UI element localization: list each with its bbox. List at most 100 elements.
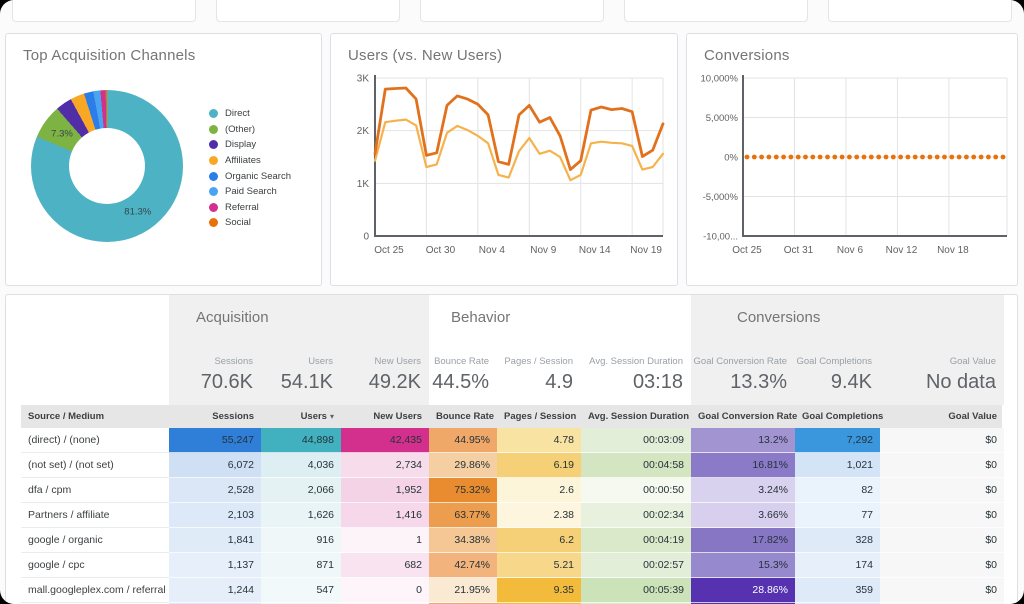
card-title: Top Acquisition Channels xyxy=(23,47,196,64)
legend-label: Social xyxy=(225,217,251,229)
metric-cell: 2.38 xyxy=(497,503,581,528)
summary-metric-label: Users xyxy=(308,356,333,367)
metric-cell: 9.35 xyxy=(497,578,581,603)
metric-cell: 7,292 xyxy=(795,428,880,453)
summary-metric: Avg. Session Duration 03:18 xyxy=(581,356,691,394)
donut-legend: Direct (Other) Display Affiliates Organic Se… xyxy=(209,106,291,231)
column-header-bounce-rate[interactable]: Bounce Rate xyxy=(436,411,495,422)
svg-text:Oct 31: Oct 31 xyxy=(784,245,814,256)
summary-values-grid: Sessions 70.6K Users 54.1K New Users 49.2K Bou… xyxy=(21,356,1004,394)
table-row[interactable]: mall.googleplex.com / referral 1,244 547 0 2… xyxy=(21,578,1004,603)
column-header-goal-completions[interactable]: Goal Completions xyxy=(802,411,884,422)
summary-metric-label: Bounce Rate xyxy=(434,356,489,367)
metric-cell: 16.81% xyxy=(691,453,795,478)
metric-cell: 34.38% xyxy=(429,528,497,553)
svg-text:5,000%: 5,000% xyxy=(706,113,739,124)
top-acquisition-channels-card: Top Acquisition Channels Direct (Other) Di… xyxy=(5,33,322,286)
legend-label: Referral xyxy=(225,201,259,213)
metric-cell: 1,416 xyxy=(341,503,429,528)
column-header-source-medium[interactable]: Source / Medium xyxy=(28,411,105,422)
legend-label: Paid Search xyxy=(225,186,277,198)
table-row[interactable]: dfa / cpm 2,528 2,066 1,952 75.32% 2.6 00:00:5… xyxy=(21,478,1004,503)
svg-text:Oct 30: Oct 30 xyxy=(426,245,456,256)
table-row[interactable]: Partners / affiliate 2,103 1,626 1,416 63.77… xyxy=(21,503,1004,528)
metric-cell: 2,734 xyxy=(341,453,429,478)
metric-cell: 42.74% xyxy=(429,553,497,578)
column-header-goal-conversion-rate[interactable]: Goal Conversion Rate xyxy=(698,411,798,422)
source-medium-cell: google / organic xyxy=(21,528,169,553)
metric-cell: 00:05:39 xyxy=(581,578,691,603)
summary-metric-label: Goal Value xyxy=(949,356,996,367)
metric-cell: $0 xyxy=(880,503,1004,528)
metric-cell: 17.82% xyxy=(691,528,795,553)
metric-cell: 1,137 xyxy=(169,553,261,578)
summary-metric-value: 70.6K xyxy=(200,371,253,393)
top-scorecards-row xyxy=(12,0,1012,22)
summary-metric-label: Goal Conversion Rate xyxy=(693,356,787,367)
legend-item: Organic Search xyxy=(209,168,291,184)
partial-scorecard xyxy=(828,0,1012,22)
summary-metric-value: 44.5% xyxy=(432,371,489,393)
donut-slice-value-label: 81.3% xyxy=(124,206,152,218)
summary-metric: Goal Conversion Rate 13.3% xyxy=(691,356,795,394)
svg-text:Nov 18: Nov 18 xyxy=(937,245,969,256)
donut-slice-value-label: 7.3% xyxy=(51,128,73,140)
metric-cell: $0 xyxy=(880,528,1004,553)
summary-metric-label: Pages / Session xyxy=(504,356,573,367)
svg-text:3K: 3K xyxy=(357,74,370,85)
summary-metric: Sessions 70.6K xyxy=(169,356,261,394)
conversions-line-chart[interactable]: 10,000% 5,000% 0% -5,000% -10,00... Oct 25 Oct… xyxy=(691,72,1015,284)
summary-metric: Pages / Session 4.9 xyxy=(497,356,581,394)
metric-cell: 4.78 xyxy=(497,428,581,453)
summary-metric-label: Avg. Session Duration xyxy=(589,356,683,367)
metric-cell: 1,021 xyxy=(795,453,880,478)
summary-section-panel xyxy=(169,295,429,405)
summary-metric-value: 4.9 xyxy=(545,371,573,393)
column-header-avg-session-duration[interactable]: Avg. Session Duration xyxy=(588,411,689,422)
svg-text:0%: 0% xyxy=(724,153,738,164)
legend-item: (Other) xyxy=(209,122,291,138)
column-header-new-users[interactable]: New Users xyxy=(373,411,422,422)
metric-cell: 44.95% xyxy=(429,428,497,453)
metric-cell: 2.6 xyxy=(497,478,581,503)
svg-text:Nov 9: Nov 9 xyxy=(530,245,557,256)
metric-cell: 1 xyxy=(341,528,429,553)
metric-cell: 2,528 xyxy=(169,478,261,503)
legend-label: Organic Search xyxy=(225,170,292,182)
users-line-chart[interactable]: 3K 2K 1K 0 Oct 25 Oct 30 Nov 4 Nov 9 Nov 14 Nov 1… xyxy=(339,72,671,284)
legend-item: Paid Search xyxy=(209,184,291,200)
partial-scorecard xyxy=(420,0,604,22)
summary-metric-value: 13.3% xyxy=(730,371,787,393)
summary-section-panel xyxy=(691,295,1004,405)
svg-text:Oct 25: Oct 25 xyxy=(732,245,762,256)
svg-text:-10,00...: -10,00... xyxy=(703,232,738,243)
metric-cell: 0 xyxy=(341,578,429,603)
table-row[interactable]: (not set) / (not set) 6,072 4,036 2,734 29.8… xyxy=(21,453,1004,478)
summary-metric-label: New Users xyxy=(374,356,421,367)
source-medium-cell: (direct) / (none) xyxy=(21,428,169,453)
legend-item: Direct xyxy=(209,106,291,122)
metric-cell: 1,626 xyxy=(261,503,341,528)
donut-chart[interactable] xyxy=(31,90,183,242)
metric-cell: 77 xyxy=(795,503,880,528)
svg-text:10,000%: 10,000% xyxy=(700,74,738,85)
table-row[interactable]: google / cpc 1,137 871 682 42.74% 5.21 00:02:5… xyxy=(21,553,1004,578)
legend-item: Display xyxy=(209,137,291,153)
legend-label: (Other) xyxy=(225,123,256,135)
summary-metric-value: No data xyxy=(925,371,996,393)
metric-cell: 44,898 xyxy=(261,428,341,453)
source-medium-cell: google / cpc xyxy=(21,553,169,578)
svg-text:Nov 12: Nov 12 xyxy=(886,245,918,256)
metric-cell: 916 xyxy=(261,528,341,553)
legend-color-dot xyxy=(209,202,218,212)
metric-cell: 547 xyxy=(261,578,341,603)
metric-cell: 4,036 xyxy=(261,453,341,478)
metric-cell: 2,103 xyxy=(169,503,261,528)
table-row[interactable]: google / organic 1,841 916 1 34.38% 6.2 00:04:… xyxy=(21,528,1004,553)
column-header-users[interactable]: Users ▾ xyxy=(300,411,334,422)
column-header-sessions[interactable]: Sessions xyxy=(212,411,254,422)
column-header-pages-session[interactable]: Pages / Session xyxy=(504,411,577,422)
table-row[interactable]: (direct) / (none) 55,247 44,898 42,435 44.95… xyxy=(21,428,1004,453)
metric-cell: 75.32% xyxy=(429,478,497,503)
column-header-goal-value[interactable]: Goal Value xyxy=(948,411,997,422)
